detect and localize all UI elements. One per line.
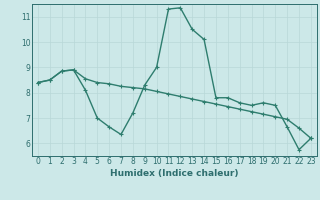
X-axis label: Humidex (Indice chaleur): Humidex (Indice chaleur) [110, 169, 239, 178]
